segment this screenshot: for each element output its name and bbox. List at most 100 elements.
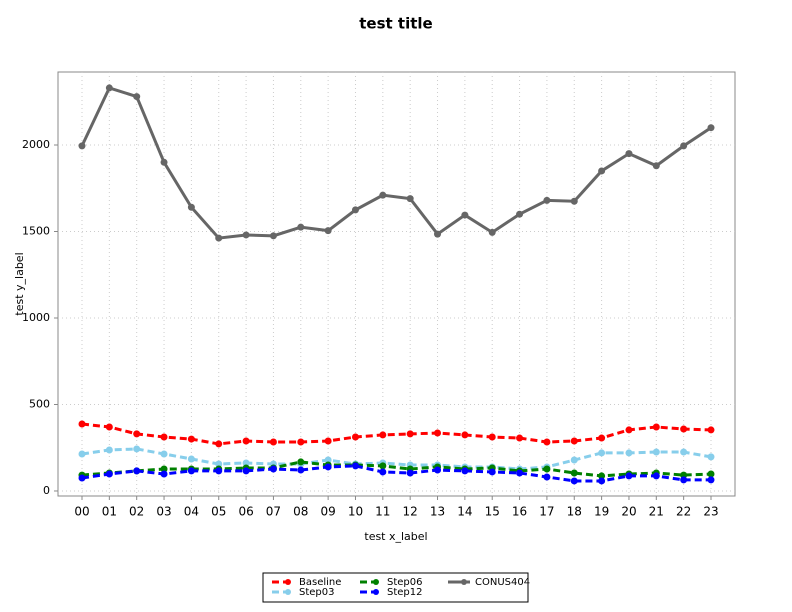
series-line xyxy=(81,460,712,478)
data-point xyxy=(434,466,442,474)
data-point xyxy=(242,231,250,239)
y-tick-label: 0 xyxy=(43,484,50,497)
x-tick-label: 01 xyxy=(102,505,117,519)
data-point xyxy=(242,459,250,467)
data-point xyxy=(543,438,551,446)
y-tick-label: 500 xyxy=(29,397,50,410)
data-point xyxy=(570,197,578,205)
data-point xyxy=(598,477,606,485)
x-tick-label: 10 xyxy=(348,505,363,519)
data-point xyxy=(324,437,332,445)
data-point xyxy=(105,470,113,478)
y-axis-label: test y_label xyxy=(13,252,26,315)
data-point xyxy=(680,471,688,479)
legend-marker xyxy=(461,579,467,585)
data-point xyxy=(680,476,688,484)
data-point xyxy=(516,210,524,218)
data-point xyxy=(297,466,305,474)
data-point xyxy=(598,449,606,457)
data-point xyxy=(160,470,168,478)
data-point xyxy=(215,440,223,448)
data-point xyxy=(105,423,113,431)
data-point xyxy=(707,470,715,478)
data-point xyxy=(406,195,414,203)
legend-marker xyxy=(285,589,291,595)
x-tick-label: 06 xyxy=(238,505,253,519)
data-point xyxy=(269,465,277,473)
data-point xyxy=(379,191,387,199)
data-point xyxy=(707,453,715,461)
data-point xyxy=(570,469,578,477)
x-tick-label: 04 xyxy=(184,505,199,519)
data-point xyxy=(516,434,524,442)
data-point xyxy=(598,167,606,175)
legend-label: CONUS404 xyxy=(475,577,530,588)
data-point xyxy=(652,423,660,431)
legend-box xyxy=(262,572,529,603)
data-point xyxy=(133,467,141,475)
data-point xyxy=(133,445,141,453)
data-point xyxy=(461,211,469,219)
x-tick-label: 08 xyxy=(293,505,308,519)
x-tick-label: 05 xyxy=(211,505,226,519)
data-point xyxy=(488,228,496,236)
x-tick-label: 00 xyxy=(74,505,89,519)
legend-label: Step06 xyxy=(387,577,423,588)
data-point xyxy=(652,448,660,456)
x-tick-label: 07 xyxy=(266,505,281,519)
y-tick-label: 1000 xyxy=(22,311,50,324)
x-tick-label: 15 xyxy=(485,505,500,519)
series-line xyxy=(81,422,712,446)
data-point xyxy=(351,206,359,214)
data-point xyxy=(625,426,633,434)
data-point xyxy=(488,433,496,441)
data-point xyxy=(242,467,250,475)
data-point xyxy=(570,456,578,464)
data-point xyxy=(625,472,633,480)
x-tick-label: 19 xyxy=(594,505,609,519)
data-point xyxy=(570,477,578,485)
data-point xyxy=(434,429,442,437)
data-point xyxy=(78,142,86,150)
x-axis-label: test x_label xyxy=(364,530,427,543)
data-point xyxy=(625,150,633,158)
data-point xyxy=(543,196,551,204)
data-point xyxy=(269,438,277,446)
data-point xyxy=(187,203,195,211)
data-point xyxy=(379,462,387,470)
data-point xyxy=(570,437,578,445)
data-point xyxy=(324,456,332,464)
series-line xyxy=(80,86,712,240)
data-point xyxy=(160,450,168,458)
data-point xyxy=(324,463,332,471)
data-point xyxy=(297,438,305,446)
x-tick-label: 18 xyxy=(567,505,582,519)
legend-label: Baseline xyxy=(299,577,341,588)
series-line xyxy=(81,447,712,471)
x-tick-label: 16 xyxy=(512,505,527,519)
data-point xyxy=(543,473,551,481)
y-tick-label: 2000 xyxy=(22,138,50,151)
data-point xyxy=(625,449,633,457)
data-point xyxy=(215,460,223,468)
data-point xyxy=(461,467,469,475)
data-point xyxy=(351,433,359,441)
x-tick-label: 13 xyxy=(430,505,445,519)
x-tick-label: 11 xyxy=(375,505,390,519)
y-tick-label: 1500 xyxy=(22,224,50,237)
data-point xyxy=(187,435,195,443)
data-point xyxy=(160,158,168,166)
legend-marker xyxy=(373,579,379,585)
data-point xyxy=(78,474,86,482)
data-point xyxy=(351,462,359,470)
data-point xyxy=(78,420,86,428)
data-point xyxy=(652,472,660,480)
data-point xyxy=(160,433,168,441)
x-tick-label: 03 xyxy=(156,505,171,519)
data-point xyxy=(242,437,250,445)
data-point xyxy=(680,142,688,150)
data-point xyxy=(707,476,715,484)
x-tick-label: 21 xyxy=(649,505,664,519)
x-tick-label: 22 xyxy=(676,505,691,519)
